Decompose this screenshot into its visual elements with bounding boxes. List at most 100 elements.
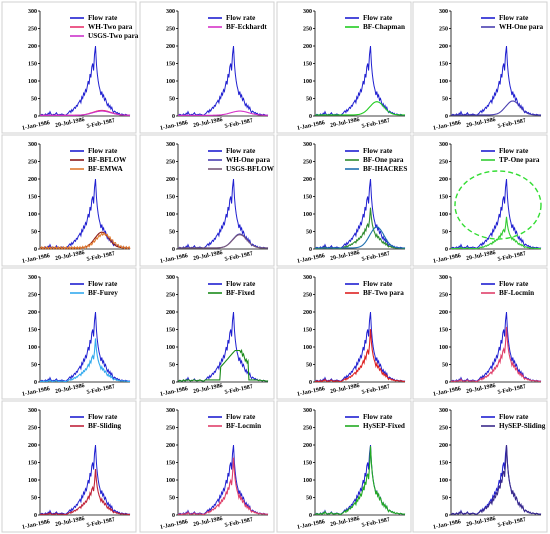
legend-label: BF-Locmin bbox=[226, 422, 261, 430]
y-tick-label: 250 bbox=[439, 160, 448, 166]
y-tick-label: 200 bbox=[303, 177, 312, 183]
x-tick-label: 5-Feb-1987 bbox=[86, 517, 115, 529]
y-tick-label: 200 bbox=[439, 44, 448, 50]
baseflow-line-bf-fixed bbox=[177, 348, 269, 382]
y-tick-label: 100 bbox=[303, 478, 312, 484]
x-tick-label: 5-Feb-1987 bbox=[361, 118, 390, 130]
legend-label: Flow rate bbox=[499, 413, 528, 421]
y-tick-label: 300 bbox=[28, 275, 37, 281]
y-tick-label: 50 bbox=[31, 496, 37, 502]
legend-label: Flow rate bbox=[499, 147, 528, 155]
x-tick-label: 1-Jan-1986 bbox=[22, 253, 51, 265]
y-tick-label: 250 bbox=[303, 293, 312, 299]
y-tick-label: 50 bbox=[31, 230, 37, 236]
y-tick-label: 50 bbox=[306, 363, 312, 369]
y-tick-label: 50 bbox=[169, 230, 175, 236]
y-tick-label: 0 bbox=[34, 380, 37, 386]
legend-label: BF-Furey bbox=[88, 289, 118, 297]
y-tick-label: 150 bbox=[439, 328, 448, 334]
y-tick-label: 50 bbox=[442, 97, 448, 103]
y-tick-label: 100 bbox=[28, 478, 37, 484]
flow-rate-line bbox=[314, 311, 406, 382]
x-tick-label: 5-Feb-1987 bbox=[497, 251, 526, 263]
legend-label: Flow rate bbox=[499, 280, 528, 288]
legend-label: Flow rate bbox=[226, 14, 255, 22]
y-tick-label: 0 bbox=[172, 247, 175, 253]
legend-label: Flow rate bbox=[363, 280, 392, 288]
baseflow-line-hysep-fixed bbox=[314, 446, 406, 515]
y-tick-label: 150 bbox=[439, 62, 448, 68]
y-tick-label: 250 bbox=[439, 293, 448, 299]
y-tick-label: 0 bbox=[34, 247, 37, 253]
legend-label: Flow rate bbox=[88, 413, 117, 421]
y-tick-label: 300 bbox=[28, 9, 37, 15]
x-tick-label: 1-Jan-1986 bbox=[433, 519, 462, 531]
legend-label: BF-Two para bbox=[363, 289, 404, 297]
flow-rate-line bbox=[450, 45, 542, 116]
legend-label: HySEP-Sliding bbox=[499, 422, 546, 430]
legend-label: BF-EMWA bbox=[88, 165, 124, 173]
y-tick-label: 250 bbox=[28, 293, 37, 299]
flow-rate-line bbox=[39, 45, 131, 116]
x-tick-label: 1-Jan-1986 bbox=[160, 386, 189, 398]
baseflow-line-bf-emwa bbox=[39, 232, 131, 251]
x-tick-label: 1-Jan-1986 bbox=[433, 120, 462, 132]
y-tick-label: 250 bbox=[166, 27, 175, 33]
x-tick-label: 5-Feb-1987 bbox=[224, 251, 253, 263]
y-tick-label: 100 bbox=[166, 212, 175, 218]
y-tick-label: 100 bbox=[28, 79, 37, 85]
x-tick-label: 1-Jan-1986 bbox=[22, 519, 51, 531]
baseflow-line-tp-one-para bbox=[450, 216, 542, 250]
baseflow-line-bf-two-para bbox=[314, 329, 406, 383]
y-tick-label: 300 bbox=[28, 142, 37, 148]
legend-label: BF-IHACRES bbox=[363, 165, 407, 173]
y-tick-label: 0 bbox=[309, 380, 312, 386]
highlight-ellipse bbox=[454, 170, 542, 240]
legend-label: BF-BFLOW bbox=[88, 156, 127, 164]
x-tick-label: 1-Jan-1986 bbox=[22, 386, 51, 398]
baseflow-line-bf-sliding bbox=[39, 469, 131, 516]
y-tick-label: 50 bbox=[306, 97, 312, 103]
x-tick-label: 5-Feb-1987 bbox=[497, 517, 526, 529]
y-tick-label: 200 bbox=[166, 310, 175, 316]
y-tick-label: 0 bbox=[172, 513, 175, 519]
y-tick-label: 300 bbox=[303, 275, 312, 281]
y-tick-label: 200 bbox=[439, 177, 448, 183]
y-tick-label: 200 bbox=[28, 177, 37, 183]
x-tick-label: 1-Jan-1986 bbox=[297, 253, 326, 265]
y-tick-label: 250 bbox=[166, 426, 175, 432]
y-tick-label: 200 bbox=[303, 44, 312, 50]
y-tick-label: 200 bbox=[166, 443, 175, 449]
legend-label: BF-Eckhardt bbox=[226, 23, 267, 31]
x-tick-label: 5-Feb-1987 bbox=[86, 118, 115, 130]
y-tick-label: 200 bbox=[28, 443, 37, 449]
legend-label: Flow rate bbox=[88, 280, 117, 288]
y-tick-label: 300 bbox=[439, 408, 448, 414]
y-tick-label: 100 bbox=[303, 345, 312, 351]
y-tick-label: 250 bbox=[303, 426, 312, 432]
y-tick-label: 100 bbox=[166, 79, 175, 85]
y-tick-label: 50 bbox=[169, 363, 175, 369]
y-tick-label: 0 bbox=[172, 380, 175, 386]
legend-label: Flow rate bbox=[88, 14, 117, 22]
y-tick-label: 250 bbox=[439, 27, 448, 33]
x-tick-label: 1-Jan-1986 bbox=[433, 386, 462, 398]
y-tick-label: 100 bbox=[166, 478, 175, 484]
y-tick-label: 250 bbox=[439, 426, 448, 432]
y-tick-label: 50 bbox=[442, 496, 448, 502]
baseflow-line-hysep-sliding bbox=[450, 444, 542, 516]
y-tick-label: 300 bbox=[439, 275, 448, 281]
x-tick-label: 5-Feb-1987 bbox=[224, 118, 253, 130]
y-tick-label: 300 bbox=[166, 275, 175, 281]
legend-label: Flow rate bbox=[226, 147, 255, 155]
y-tick-label: 150 bbox=[303, 461, 312, 467]
